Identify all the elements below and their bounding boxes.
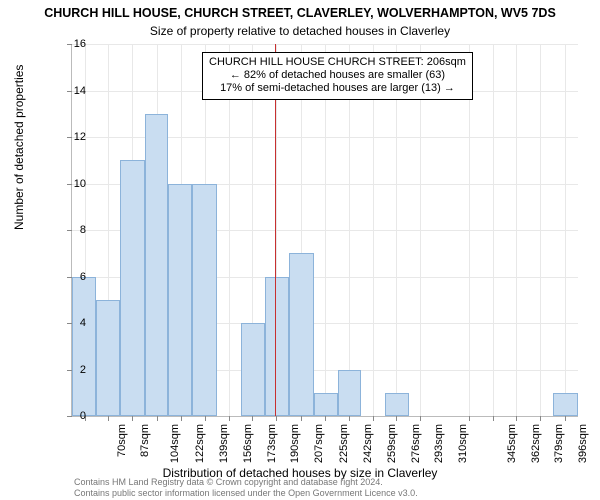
- chart-subtitle: Size of property relative to detached ho…: [0, 24, 600, 38]
- x-tick-label: 276sqm: [410, 424, 422, 463]
- x-tick: [565, 416, 566, 421]
- x-tick: [349, 416, 350, 421]
- x-tick: [373, 416, 374, 421]
- y-tick-label: 10: [66, 178, 86, 190]
- histogram-bar: [120, 160, 145, 416]
- grid-vertical: [349, 44, 350, 416]
- grid-vertical: [420, 44, 421, 416]
- histogram-bar: [338, 370, 362, 417]
- footer-text: Contains HM Land Registry data © Crown c…: [74, 477, 418, 498]
- x-tick: [229, 416, 230, 421]
- histogram-bar: [96, 300, 120, 416]
- x-tick: [540, 416, 541, 421]
- x-tick: [493, 416, 494, 421]
- chart-title: CHURCH HILL HOUSE, CHURCH STREET, CLAVER…: [0, 6, 600, 20]
- chart-container: CHURCH HILL HOUSE, CHURCH STREET, CLAVER…: [0, 0, 600, 500]
- histogram-bar: [72, 277, 96, 417]
- x-tick-label: 173sqm: [266, 424, 278, 463]
- y-tick-label: 8: [66, 224, 86, 236]
- histogram-bar: [265, 277, 289, 417]
- histogram-bar: [192, 184, 217, 417]
- histogram-bar: [553, 393, 578, 416]
- x-tick: [108, 416, 109, 421]
- annotation-line: CHURCH HILL HOUSE CHURCH STREET: 206sqm: [209, 56, 466, 69]
- x-tick: [396, 416, 397, 421]
- grid-vertical: [373, 44, 374, 416]
- grid-vertical: [540, 44, 541, 416]
- x-tick-label: 87sqm: [139, 424, 151, 457]
- histogram-bar: [289, 253, 314, 416]
- grid-vertical: [516, 44, 517, 416]
- annotation-box: CHURCH HILL HOUSE CHURCH STREET: 206sqm←…: [202, 52, 473, 100]
- y-tick-label: 2: [66, 364, 86, 376]
- annotation-line: 17% of semi-detached houses are larger (…: [209, 82, 466, 95]
- histogram-bar: [241, 323, 265, 416]
- x-tick-label: 104sqm: [169, 424, 181, 463]
- x-tick: [205, 416, 206, 421]
- y-tick-label: 16: [66, 38, 86, 50]
- plot-area: CHURCH HILL HOUSE CHURCH STREET: 206sqm←…: [72, 44, 578, 416]
- x-tick-label: 242sqm: [362, 424, 374, 463]
- x-tick-label: 379sqm: [554, 424, 566, 463]
- footer-line-2: Contains public sector information licen…: [74, 488, 418, 498]
- x-tick-label: 396sqm: [577, 424, 589, 463]
- footer-line-1: Contains HM Land Registry data © Crown c…: [74, 477, 418, 487]
- y-axis-label: Number of detached properties: [12, 65, 26, 230]
- histogram-bar: [168, 184, 192, 417]
- x-tick: [301, 416, 302, 421]
- x-tick-label: 362sqm: [530, 424, 542, 463]
- grid-vertical: [565, 44, 566, 416]
- x-tick-label: 139sqm: [218, 424, 230, 463]
- histogram-bar: [314, 393, 338, 416]
- y-tick-label: 4: [66, 317, 86, 329]
- x-tick-label: 207sqm: [313, 424, 325, 463]
- x-tick: [516, 416, 517, 421]
- x-tick: [276, 416, 277, 421]
- x-tick-label: 156sqm: [242, 424, 254, 463]
- x-tick-label: 293sqm: [433, 424, 445, 463]
- y-tick-label: 6: [66, 271, 86, 283]
- histogram-bar: [385, 393, 409, 416]
- x-tick-label: 70sqm: [116, 424, 128, 457]
- annotation-line: ← 82% of detached houses are smaller (63…: [209, 69, 466, 82]
- x-tick-label: 259sqm: [386, 424, 398, 463]
- grid-vertical: [396, 44, 397, 416]
- y-tick-label: 0: [66, 410, 86, 422]
- histogram-bar: [145, 114, 169, 416]
- x-tick: [252, 416, 253, 421]
- x-tick-label: 310sqm: [457, 424, 469, 463]
- x-tick: [325, 416, 326, 421]
- x-tick-label: 190sqm: [289, 424, 301, 463]
- grid-vertical: [469, 44, 470, 416]
- grid-vertical: [229, 44, 230, 416]
- y-tick-label: 12: [66, 131, 86, 143]
- grid-vertical: [325, 44, 326, 416]
- x-tick: [157, 416, 158, 421]
- x-tick-label: 225sqm: [338, 424, 350, 463]
- x-tick: [132, 416, 133, 421]
- x-tick: [420, 416, 421, 421]
- y-tick-label: 14: [66, 85, 86, 97]
- x-tick-label: 122sqm: [194, 424, 206, 463]
- x-tick: [469, 416, 470, 421]
- grid-vertical: [493, 44, 494, 416]
- reference-vline: [275, 44, 276, 416]
- x-tick: [181, 416, 182, 421]
- x-tick-label: 345sqm: [506, 424, 518, 463]
